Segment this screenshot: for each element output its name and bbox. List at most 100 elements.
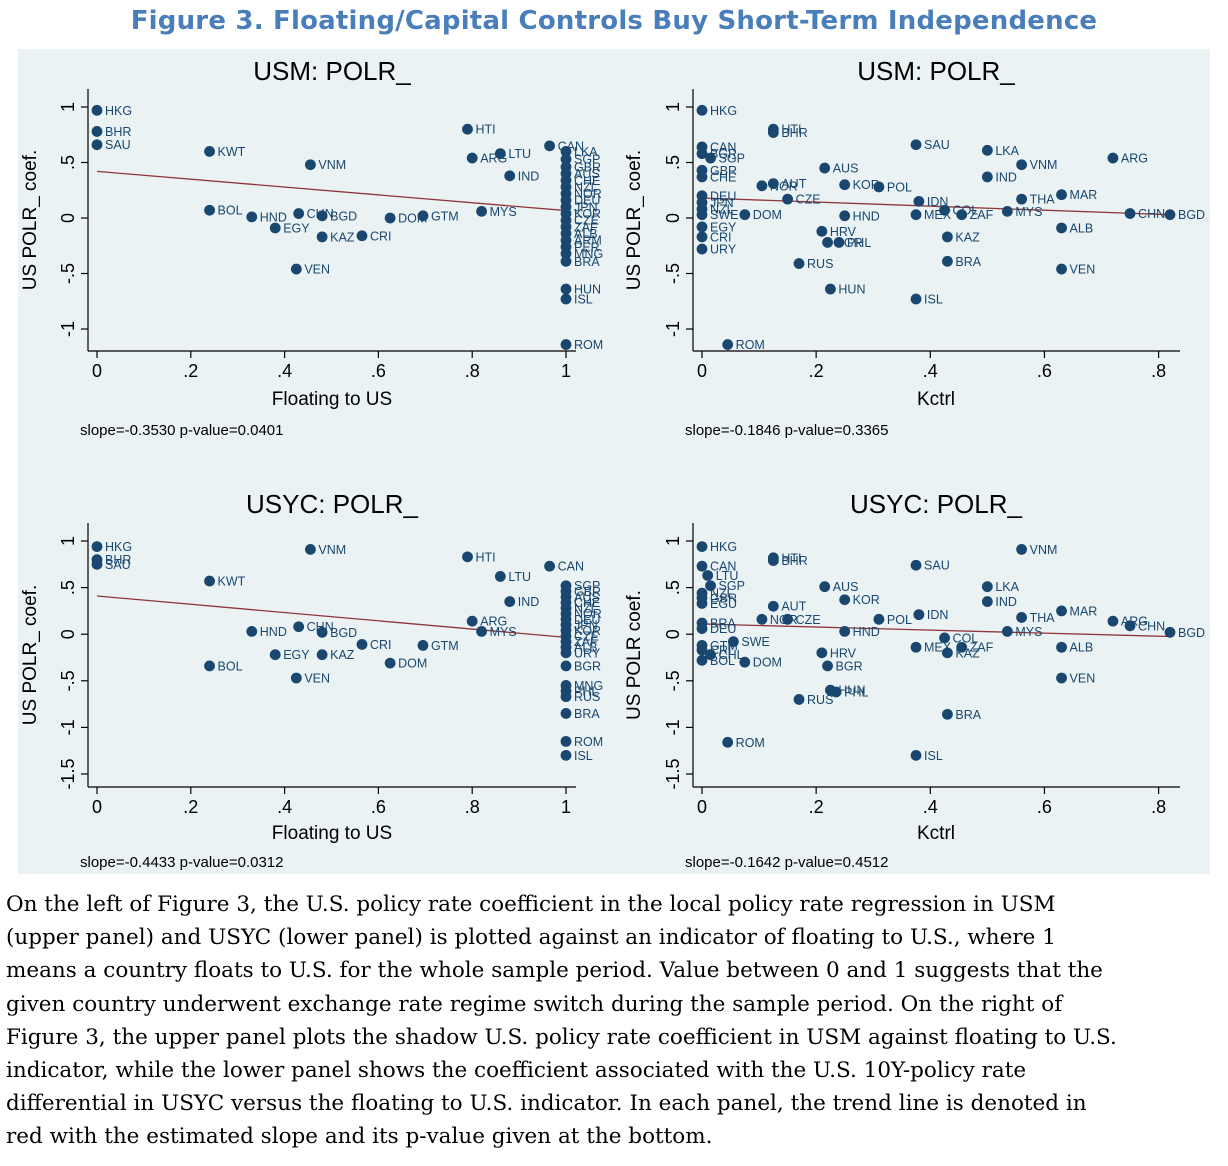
data-point [476,205,487,217]
point-label: ALB [1070,641,1094,655]
point-label: MYS [1015,205,1042,219]
data-point [316,231,328,243]
point-label: HRV [830,646,857,660]
point-label: HTI [476,550,496,564]
data-point [1056,605,1067,617]
trend-line [96,595,567,639]
point-label: ZAF [574,635,598,649]
point-label: GBR [710,164,737,178]
figure-panel-area: USM: POLR_ 1 .5 0 -.5 -1 0 .2 .4 .6 .8 1 Floating to… [18,49,1210,874]
data-point [1107,152,1119,164]
data-point [981,596,993,607]
data-point [981,171,993,183]
caption-line: (upper panel) and USYC (lower panel) is … [6,925,1056,951]
data-point [204,575,215,587]
x-tick-label: 0 [92,361,102,381]
point-label: VEN [304,672,330,686]
point-label: LTU [508,147,531,161]
point-label: AUS [833,580,859,594]
data-point [942,708,953,720]
point-label: ARM [574,234,602,248]
data-point [304,159,316,171]
trend-line [96,170,567,212]
point-label: BRA [955,255,981,269]
data-point [956,641,968,653]
point-label: GBR [710,591,737,605]
point-label: HKG [105,540,132,554]
point-label: CAN [558,560,584,574]
x-tick-label: .6 [1037,797,1052,817]
chart-panel: USYC: POLR_ 1 .5 0 -.5 -1 -1.5 0 .2 .4 .6 .8 Kctrl US… [624,489,1205,871]
x-tick-label: 1 [561,361,571,381]
data-point [1016,193,1028,205]
data-point [560,146,572,157]
data-point [504,596,516,607]
data-point [939,632,950,644]
point-label: JPN [574,200,598,214]
point-label: VNM [318,158,346,172]
data-point [793,694,805,705]
point-label: KOR [574,207,601,221]
data-point [910,139,922,151]
point-label: CZE [574,214,599,228]
point-label: BOL [218,659,243,673]
data-point [356,230,368,242]
point-label: BOL [218,204,243,218]
chart-panel: USM: POLR_ 1 .5 0 -.5 -1 0 .2 .4 .6 .8 1 Floating to… [20,56,603,439]
data-point [819,162,831,174]
y-tick-label: .5 [663,155,683,170]
data-point [1016,543,1028,555]
point-label: JPN [710,196,734,210]
point-label: KAZ [330,230,355,244]
point-label: PHL [847,236,871,250]
point-label: ROM [736,736,765,750]
data-point [1056,672,1067,684]
data-point [560,283,572,295]
data-point [939,204,950,216]
y-tick-label: -1 [58,321,78,337]
point-label: BOL [710,654,735,668]
point-label: IND [518,595,540,609]
point-label: SGP [719,152,745,166]
x-tick-label: .4 [923,361,938,381]
x-tick-label: .8 [1151,797,1166,817]
data-point [756,613,768,625]
point-label: POL [887,613,912,627]
slope-note: slope=-0.1846 p-value=0.3365 [685,422,889,439]
data-point [942,231,953,243]
point-label: RUS [807,693,833,707]
data-point [696,243,708,255]
x-tick-label: 1 [561,797,571,817]
y-tick-label: -1.5 [663,758,683,789]
point-label: LKA [995,580,1019,594]
point-label: CZE [796,193,821,207]
data-point [1124,620,1136,632]
data-point [873,181,885,193]
data-point [705,580,716,592]
data-point [560,153,572,165]
point-label: BGD [330,209,357,223]
data-point [91,139,103,151]
point-label: HKG [710,104,737,118]
point-label: ISL [574,749,593,763]
point-label: CHE [710,170,736,184]
data-point [910,749,922,761]
y-tick-label: -1 [663,321,683,337]
caption-line: indicator, while the lower panel shows t… [6,1058,1027,1084]
point-label: RUS [807,257,833,271]
point-label: KOR [574,624,601,638]
data-point [696,560,708,572]
point-label: IDN [927,608,949,622]
data-point [782,613,794,625]
y-tick-label: -1 [663,719,683,735]
point-label: KAZ [955,230,980,244]
data-point [910,293,922,305]
point-label: URY [574,646,601,660]
point-label: SGP [574,579,600,593]
data-point [91,126,103,137]
data-point [1056,222,1067,234]
data-point [696,644,708,656]
point-label: RUS [574,690,600,704]
point-label: URY [710,243,737,257]
point-label: BGR [710,147,737,161]
